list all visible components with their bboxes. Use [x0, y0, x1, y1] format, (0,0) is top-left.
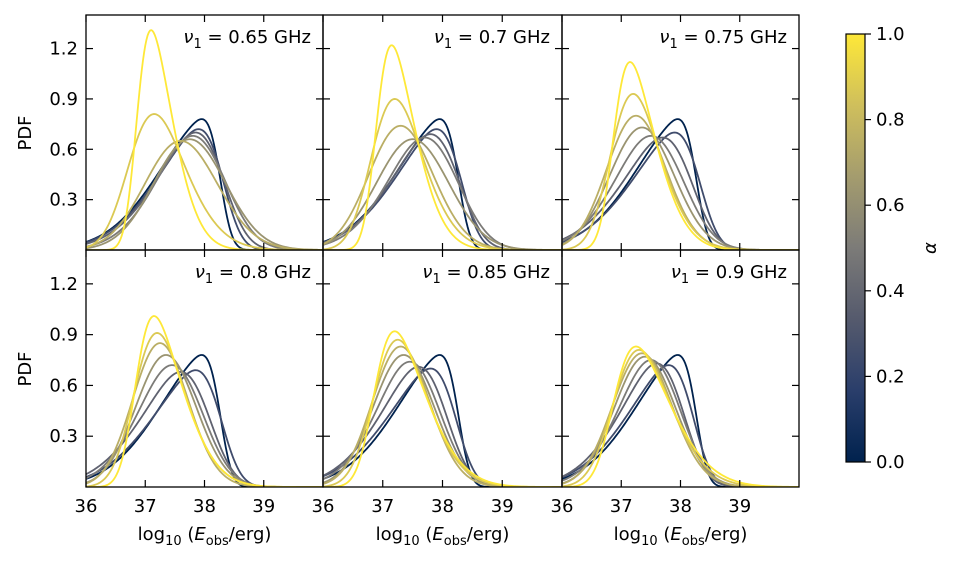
x-tick-label: 36	[75, 496, 98, 517]
panel-title: ν1 = 0.65 GHz	[183, 27, 311, 52]
colorbar-tick-label: 0.8	[876, 110, 905, 131]
panel: 36 37 38 39 ν1 = 0.85 GHz	[312, 249, 563, 517]
panel-title: ν1 = 0.7 GHz	[434, 27, 550, 52]
y-tick-label: 0.3	[49, 190, 78, 211]
series-line	[86, 342, 323, 487]
series-line	[323, 354, 562, 487]
series-line	[562, 345, 799, 487]
series-line	[86, 29, 323, 250]
colorbar-tick-label: 0.4	[876, 281, 905, 302]
x-tick-label: 36	[551, 496, 574, 517]
panel: 0.3 0.6 0.9 1.2 ν1 = 0.65 GHz	[49, 14, 324, 251]
colorbar-ticks: 0.0 0.2 0.4 0.6 0.8 1.0	[865, 24, 905, 473]
panel: 36 37 38 39 ν1 = 0.9 GHz	[551, 249, 800, 517]
x-tick-label: 38	[669, 496, 692, 517]
x-tick-label: 39	[252, 496, 275, 517]
panel: ν1 = 0.7 GHz	[322, 14, 563, 251]
colorbar-tick-label: 0.0	[876, 452, 905, 473]
y-tick-label: 0.9	[49, 325, 78, 346]
x-tick-label: 39	[491, 496, 514, 517]
colorbar-label: α	[920, 242, 941, 254]
x-tick-label: 38	[193, 496, 216, 517]
y-tick-label: 0.9	[49, 89, 78, 110]
colorbar-tick-label: 0.2	[876, 366, 905, 387]
series-line	[86, 369, 323, 487]
series-group	[562, 345, 799, 487]
series-line	[86, 354, 323, 487]
series-group	[86, 315, 323, 487]
panel-title: ν1 = 0.75 GHz	[659, 27, 787, 52]
x-axis-label: log10 (Eobs/erg)	[376, 524, 510, 549]
colorbar-tick-label: 1.0	[876, 24, 905, 45]
series-line	[323, 330, 562, 487]
x-tick-label: 37	[371, 496, 394, 517]
x-tick-label: 37	[134, 496, 157, 517]
y-tick-label: 0.6	[49, 375, 78, 396]
panel: 0.3 0.6 0.9 1.2 36 37 38 39 ν1 = 0.8 GHz	[49, 249, 324, 517]
series-group	[323, 44, 562, 250]
series-line	[323, 128, 562, 250]
panel-title: ν1 = 0.85 GHz	[422, 262, 550, 287]
x-tick-label: 37	[610, 496, 633, 517]
x-tick-label: 36	[312, 496, 335, 517]
panel-title: ν1 = 0.9 GHz	[671, 262, 787, 287]
y-axis-label-bottom: PDF	[15, 351, 36, 386]
y-tick-label: 1.2	[49, 274, 78, 295]
x-tick-label: 38	[431, 496, 454, 517]
panel-grid: 0.3 0.6 0.9 1.2 ν1 = 0.65 GHz ν1 = 0.7 GHz ν1 …	[49, 14, 800, 517]
y-axis-label-top: PDF	[15, 115, 36, 150]
series-group	[323, 330, 562, 487]
colorbar-gradient	[845, 33, 866, 463]
x-axis-label: log10 (Eobs/erg)	[614, 524, 748, 549]
x-axis-label: log10 (Eobs/erg)	[138, 524, 272, 549]
series-line	[562, 92, 799, 250]
x-tick-label: 39	[728, 496, 751, 517]
series-group	[562, 61, 799, 250]
x-axis-labels: log10 (Eobs/erg) log10 (Eobs/erg) log10 (E…	[138, 524, 748, 549]
panel: ν1 = 0.75 GHz	[561, 14, 800, 251]
series-line	[86, 315, 323, 487]
y-tick-label: 1.2	[49, 39, 78, 60]
series-line	[323, 98, 562, 250]
colorbar-tick-label: 0.6	[876, 195, 905, 216]
panel-title: ν1 = 0.8 GHz	[195, 262, 311, 287]
series-line	[323, 118, 562, 250]
colorbar: 0.0 0.2 0.4 0.6 0.8 1.0 α	[845, 24, 941, 473]
series-line	[86, 134, 323, 250]
y-tick-label: 0.3	[49, 426, 78, 447]
series-group	[86, 29, 323, 250]
y-tick-label: 0.6	[49, 139, 78, 160]
